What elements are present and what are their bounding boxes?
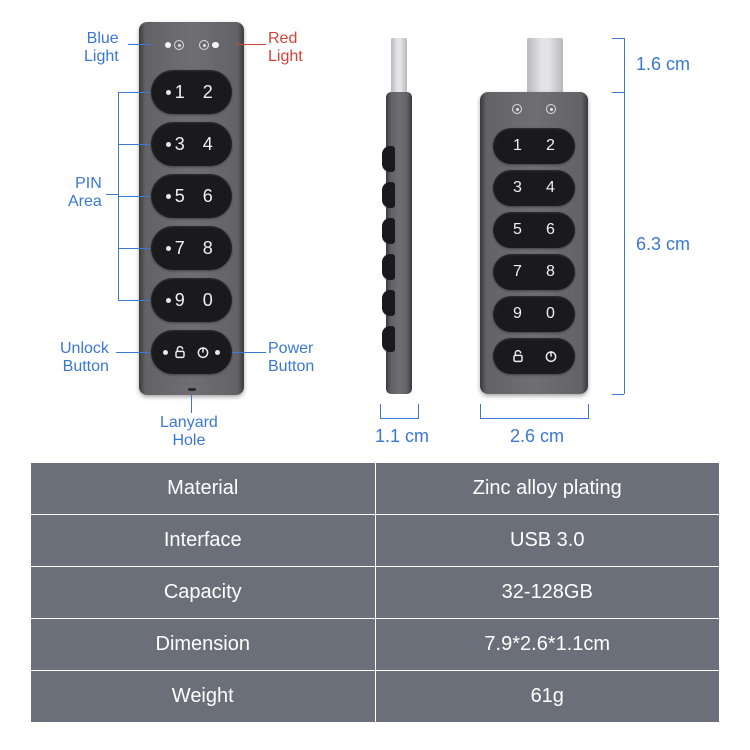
table-row: Capacity32-128GB: [31, 567, 720, 619]
table-row: InterfaceUSB 3.0: [31, 515, 720, 567]
key-label: 4: [203, 134, 213, 155]
diagram-area: 1 2 3 4 5 6 7 8 9 0: [0, 0, 750, 458]
spec-key: Capacity: [31, 567, 376, 619]
keypad-row: 7 8: [151, 226, 232, 270]
device-body: 12 34 56 78 90: [480, 92, 588, 394]
spec-value: Zinc alloy plating: [375, 463, 720, 515]
power-icon: [543, 348, 559, 364]
spec-value: 7.9*2.6*1.1cm: [375, 619, 720, 671]
keypad-row: 5 6: [151, 174, 232, 218]
key-label: 8: [203, 238, 213, 259]
callout-power-button: Power Button: [268, 340, 314, 377]
key-label: 2: [203, 82, 213, 103]
key-label: 7: [175, 238, 185, 259]
key-label: 6: [203, 186, 213, 207]
device-front-dimensions: 12 34 56 78 90: [480, 38, 610, 394]
table-row: Weight61g: [31, 671, 720, 723]
keypad: 12 34 56 78 90: [493, 128, 575, 374]
keypad-row-bottom: [151, 330, 232, 374]
power-icon: [195, 344, 211, 360]
spec-value: 32-128GB: [375, 567, 720, 619]
keypad-row: 1 2: [151, 70, 232, 114]
led-row: [480, 104, 588, 114]
usb-connector: [391, 38, 407, 92]
key-label: 5: [175, 186, 185, 207]
device-side-view: [380, 38, 418, 394]
spec-value: USB 3.0: [375, 515, 720, 567]
key-label: 1: [175, 82, 185, 103]
keypad-row: 3 4: [151, 122, 232, 166]
keypad: 1 2 3 4 5 6 7 8 9 0: [151, 70, 232, 374]
key-label: 9: [175, 290, 185, 311]
spec-key: Material: [31, 463, 376, 515]
callout-blue-light: Blue Light: [84, 30, 119, 67]
callout-red-light: Red Light: [268, 30, 303, 67]
lanyard-hole: [188, 388, 196, 391]
spec-key: Weight: [31, 671, 376, 723]
spec-value: 61g: [375, 671, 720, 723]
usb-connector: [527, 38, 563, 92]
keypad-row: 9 0: [151, 278, 232, 322]
dim-body-height: 6.3 cm: [636, 234, 690, 255]
dim-side-width: 1.1 cm: [375, 426, 429, 447]
key-label: 0: [203, 290, 213, 311]
spec-key: Interface: [31, 515, 376, 567]
table-row: Dimension7.9*2.6*1.1cm: [31, 619, 720, 671]
lock-icon: [172, 344, 188, 360]
table-row: MaterialZinc alloy plating: [31, 463, 720, 515]
callout-unlock-button: Unlock Button: [60, 340, 109, 377]
spec-table: MaterialZinc alloy platingInterfaceUSB 3…: [30, 462, 720, 723]
led-row: [139, 40, 244, 50]
dim-connector-height: 1.6 cm: [636, 54, 690, 75]
side-keys: [382, 146, 395, 352]
callout-pin-area: PIN Area: [68, 175, 102, 212]
callout-lanyard-hole: Lanyard Hole: [160, 414, 218, 451]
spec-key: Dimension: [31, 619, 376, 671]
device-front-annotated: 1 2 3 4 5 6 7 8 9 0: [139, 22, 244, 395]
dim-front-width: 2.6 cm: [510, 426, 564, 447]
red-led: [199, 40, 219, 50]
blue-led: [165, 40, 185, 50]
lock-icon: [510, 348, 526, 364]
key-label: 3: [175, 134, 185, 155]
